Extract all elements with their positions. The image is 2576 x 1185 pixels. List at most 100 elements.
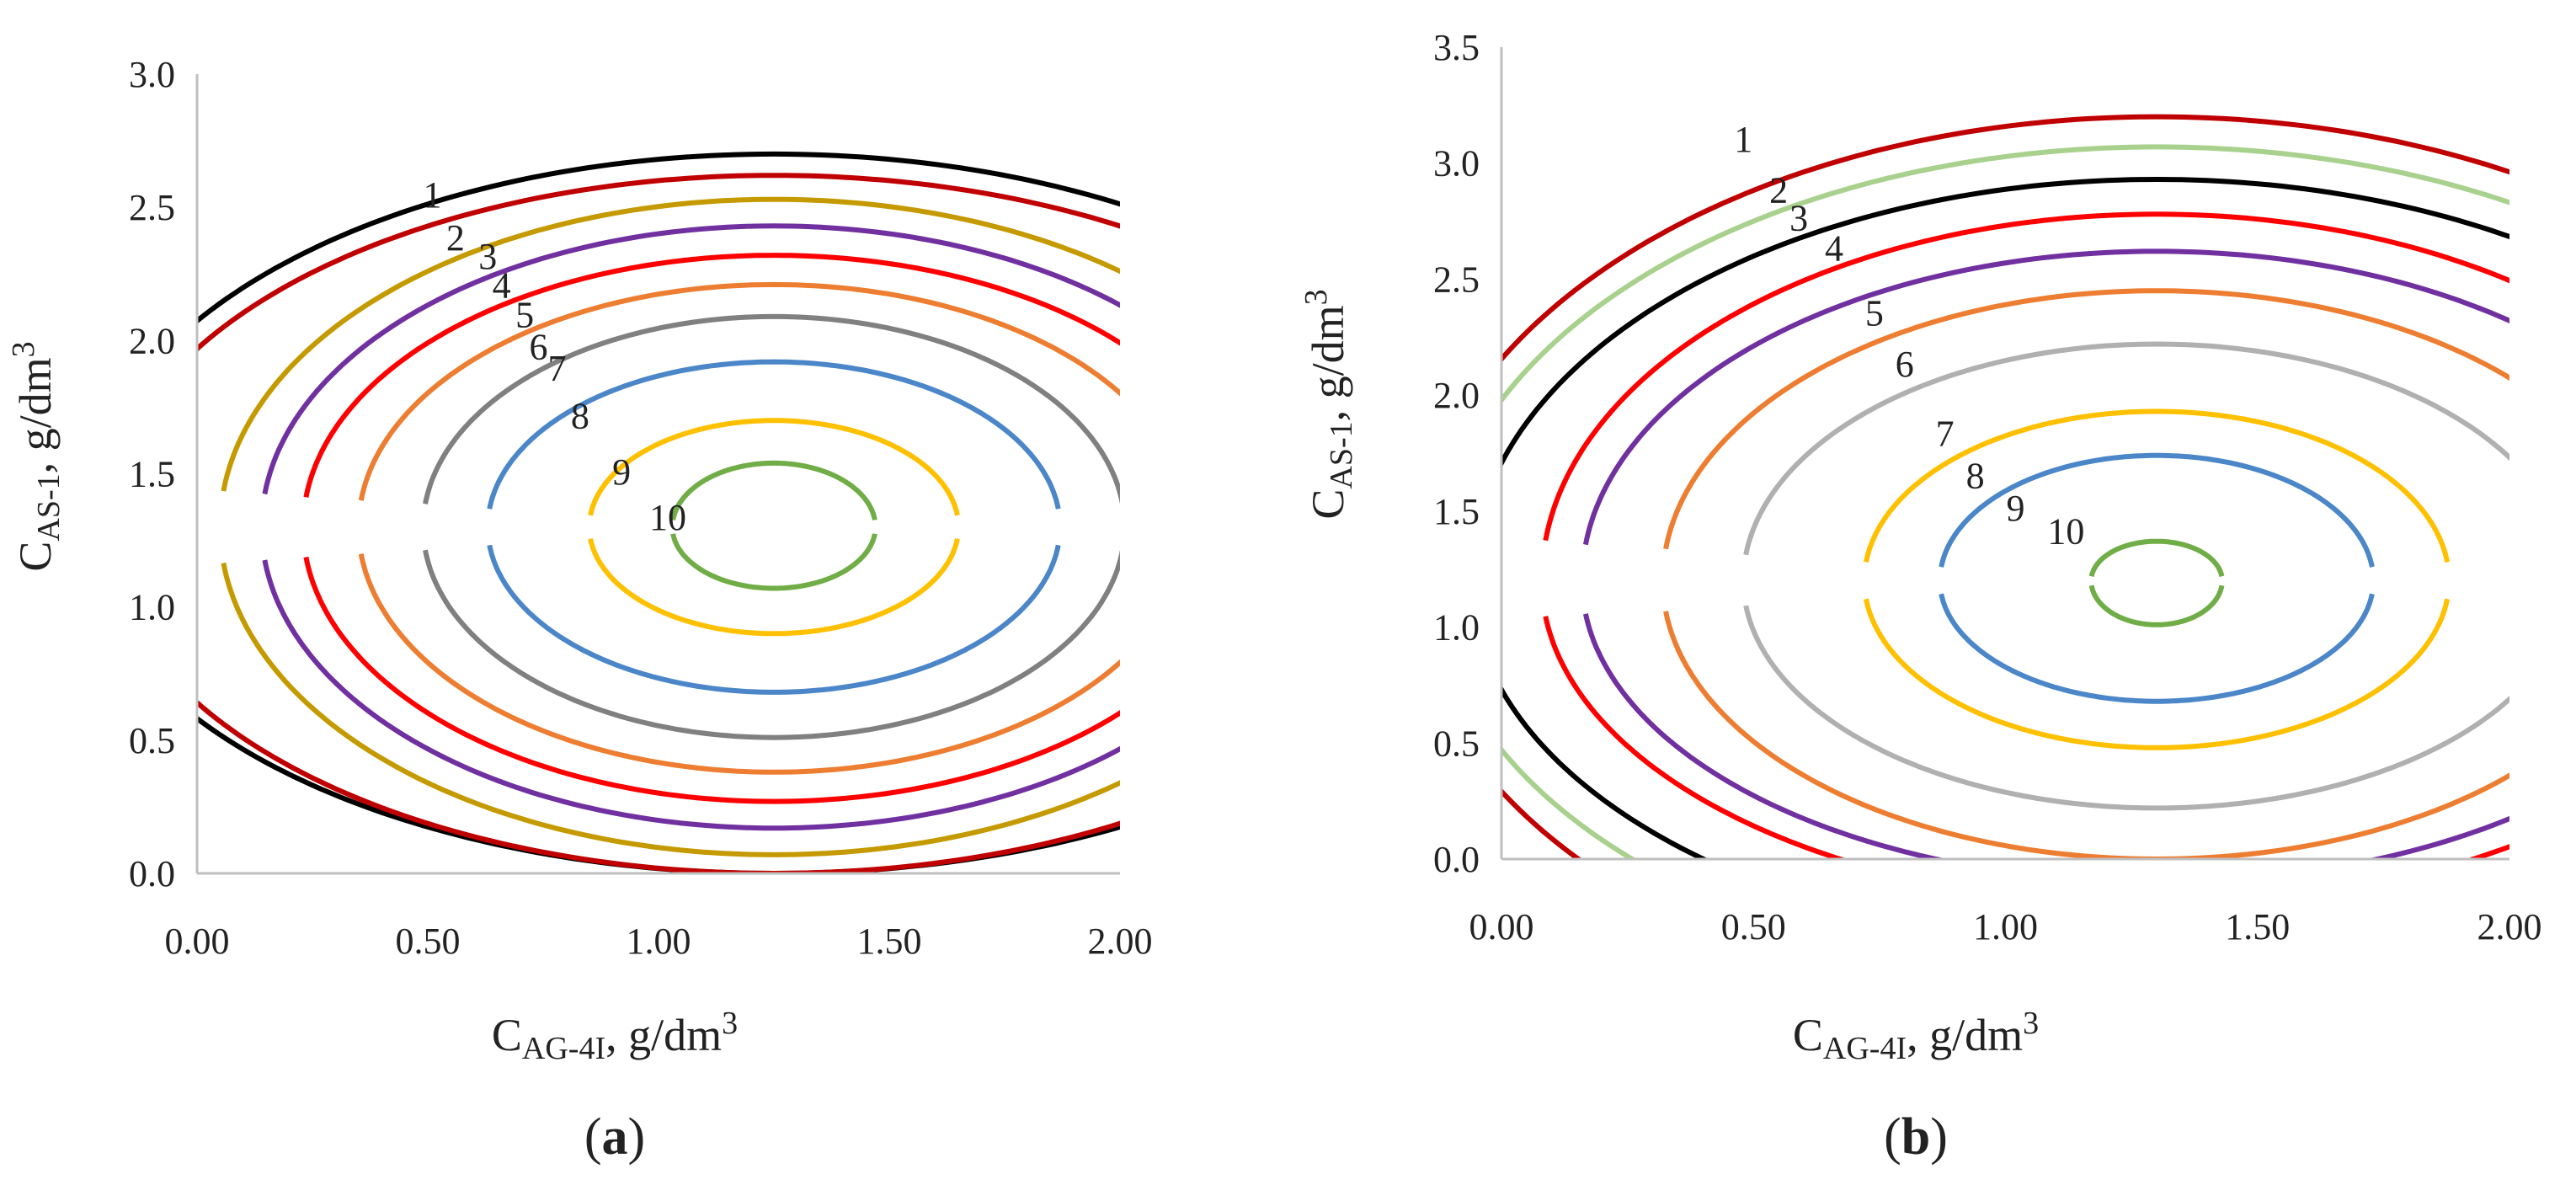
y-tick-label: 0.5 [129, 720, 175, 761]
contour-label-4: 4 [493, 265, 511, 307]
y-tick-label: 0.5 [1433, 723, 1480, 764]
x-tick-label: 1.50 [2225, 906, 2290, 947]
contour-label-4: 4 [1825, 227, 1843, 269]
contour-4-upper [1543, 211, 2509, 542]
contour-6-upper [358, 281, 1120, 501]
contour-label-3: 3 [1789, 198, 1808, 239]
tick-labels-a: 0.00 0.50 1.00 1.50 2.00 0.0 0.5 1.0 1.5 2.0 2.5 3.… [129, 54, 1153, 962]
contour-2-upper [1501, 144, 2509, 404]
contour-2-lower [197, 699, 1120, 873]
y-tick-label: 1.0 [129, 587, 175, 628]
contour-1-upper [197, 151, 1120, 324]
y-tick-label: 0.0 [129, 853, 175, 894]
contour-label-9: 9 [612, 451, 631, 493]
contour-10-lower [2088, 584, 2225, 627]
contour-label-6: 6 [1896, 344, 1914, 385]
x-tick-label: 0.00 [165, 921, 230, 962]
y-tick-label: 0.0 [1433, 839, 1480, 880]
contour-label-1: 1 [423, 174, 441, 216]
contour-label-3: 3 [478, 236, 497, 277]
x-tick-label: 2.00 [1088, 921, 1153, 962]
contour-label-2: 2 [1769, 170, 1788, 211]
contour-5-upper [1582, 248, 2509, 546]
contour-10-upper [2088, 538, 2225, 578]
panel-label-a: (a) [584, 1108, 645, 1166]
contour-label-9: 9 [2006, 488, 2024, 529]
contour-1-lower [197, 715, 1120, 873]
contour-4-lower [262, 559, 1120, 831]
contour-5-lower [1582, 613, 2509, 859]
x-tick-label: 2.00 [2477, 906, 2542, 947]
contour-3-upper [1501, 176, 2509, 469]
y-tick-label: 3.0 [129, 54, 175, 95]
contour-1-upper [1501, 114, 2509, 363]
y-tick-label: 3.0 [1433, 143, 1480, 184]
contour-3-upper [221, 196, 1120, 492]
contour-7-lower [423, 549, 1120, 740]
contour-3-lower [1501, 684, 1709, 859]
contour-8-upper [1864, 408, 2451, 563]
y-tick-label: 2.0 [129, 320, 175, 361]
contour-8-lower [487, 544, 1061, 695]
x-tick-label: 1.50 [857, 921, 922, 962]
y-tick-label: 2.5 [1433, 259, 1480, 300]
contour-10-lower [670, 533, 877, 591]
contour-label-10: 10 [2047, 510, 2084, 552]
contour-4-upper [262, 223, 1120, 495]
y-tick-label: 3.5 [1433, 27, 1480, 68]
y-tick-label: 2.0 [1433, 375, 1480, 416]
y-tick-label: 1.5 [1433, 491, 1480, 532]
y-tick-label: 2.5 [129, 187, 175, 228]
contour-6-lower [358, 553, 1120, 775]
contour-label-8: 8 [571, 396, 589, 437]
contour-1-lower [1501, 787, 1583, 859]
axes-b [1500, 47, 2509, 861]
contour-9-upper [1939, 452, 2375, 568]
contour-7-upper [423, 313, 1120, 504]
contour-label-7: 7 [547, 348, 566, 389]
x-tick-label: 0.50 [1721, 906, 1786, 947]
contour-lines-b [1501, 114, 2509, 859]
contour-5-lower [303, 556, 1120, 804]
x-axis-label-b: CAG-4I, g/dm3 [1793, 1006, 2039, 1066]
contour-label-10: 10 [649, 497, 686, 538]
contour-9-lower [588, 538, 960, 637]
contour-6-upper [1663, 288, 2509, 550]
y-tick-label: 1.5 [129, 454, 175, 495]
y-axis-label-a: CAS-1, g/dm3 [6, 341, 67, 571]
x-axis-label-a: CAG-4I, g/dm3 [492, 1006, 738, 1066]
contour-8-upper [487, 359, 1061, 510]
contour-8-lower [1864, 598, 2451, 750]
y-tick-label: 1.0 [1433, 607, 1480, 649]
x-tick-label: 0.50 [396, 921, 461, 962]
contour-7-lower [1743, 605, 2509, 811]
contour-2-lower [1501, 745, 1637, 859]
contour-label-5: 5 [1865, 293, 1884, 334]
panel-label-b: (b) [1884, 1108, 1948, 1166]
contour-label-1: 1 [1734, 119, 1752, 160]
contour-label-7: 7 [1936, 414, 1955, 455]
axes-a [195, 74, 1120, 875]
contour-4-lower [1543, 616, 2509, 859]
contour-9-upper [588, 418, 960, 516]
contour-3-lower [221, 562, 1120, 857]
contour-9-lower [1939, 593, 2375, 704]
contour-label-5: 5 [515, 295, 534, 336]
contour-lines-a [197, 151, 1120, 873]
contour-2-upper [197, 173, 1120, 353]
tick-labels-b: 0.00 0.50 1.00 1.50 2.00 0.0 0.5 1.0 1.5 2.0 2.5 3.… [1433, 27, 2542, 947]
contour-7-upper [1743, 341, 2509, 556]
x-tick-label: 1.00 [627, 921, 691, 962]
contour-label-6: 6 [530, 326, 548, 367]
contour-6-lower [1663, 611, 2509, 859]
x-tick-label: 1.00 [1973, 906, 2038, 947]
x-tick-label: 0.00 [1469, 906, 1534, 947]
contour-5-upper [303, 253, 1120, 498]
contour-10-upper [670, 460, 877, 520]
contour-label-8: 8 [1966, 455, 1985, 496]
